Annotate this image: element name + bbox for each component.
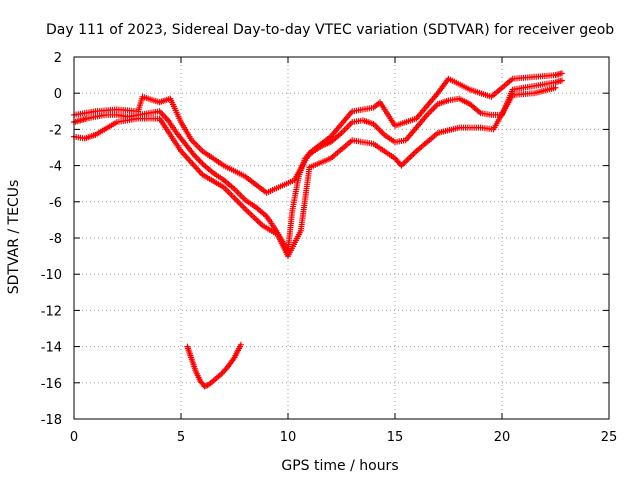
data-point [401,159,408,166]
data-point [411,149,418,156]
data-point [402,158,409,165]
x-axis-title: GPS time / hours [281,458,398,474]
data-point [558,70,565,77]
y-tick-label: 0 [54,87,62,102]
x-tick-label: 5 [177,430,185,445]
data-point [405,155,412,162]
y-tick-label: -8 [49,232,62,247]
data-point [552,84,559,91]
data-point [558,77,565,84]
grid [74,57,609,419]
data-point [404,156,411,163]
x-tick-label: 20 [494,430,511,445]
data-point [410,151,417,158]
data-point [408,152,415,159]
x-tick-label: 25 [601,430,618,445]
y-tick-label: -2 [49,123,62,138]
y-tick-label: -4 [49,160,62,175]
data-marks [71,70,565,390]
y-tick-label: 2 [54,51,62,66]
y-tick-label: -6 [49,196,62,211]
y-tick-label: -16 [41,377,62,392]
y-tick-label: -10 [41,268,62,283]
y-tick-label: -12 [41,304,62,319]
x-tick-label: 10 [280,430,297,445]
x-tick-label: 15 [387,430,404,445]
y-tick-label: -14 [41,341,62,356]
y-tick-label: -18 [41,413,62,428]
data-point [399,161,406,168]
axis-ticks: 0 5 10 15 20 25 -18 -16 -14 -12 -10 -8 -6 -4 -2 0 2 [41,51,618,445]
y-axis-title: SDTVAR / TECUs [6,180,22,295]
data-point [237,341,244,348]
chart-title: Day 111 of 2023, Sidereal Day-to-day VTE… [46,22,614,38]
data-point [407,153,414,160]
x-tick-label: 0 [70,430,78,445]
